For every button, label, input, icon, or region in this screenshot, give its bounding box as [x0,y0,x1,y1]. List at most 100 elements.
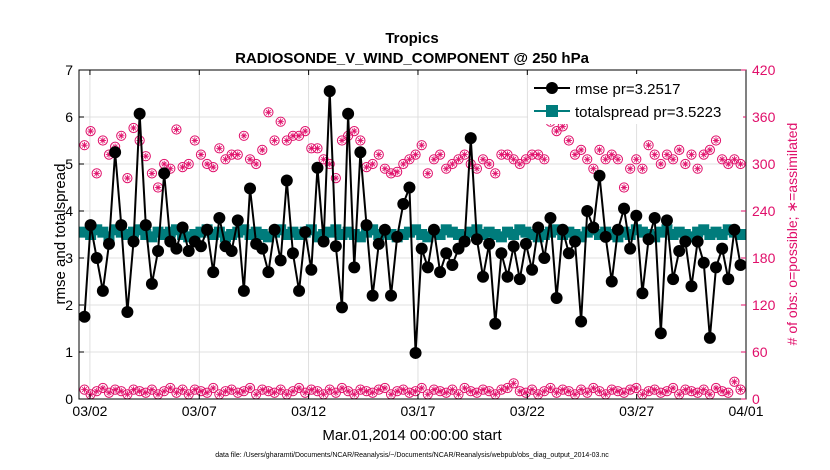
totalspread-point [348,229,360,240]
legend-spread-marker [546,105,558,117]
rmse-point [90,252,103,264]
totalspread-point [275,224,287,236]
totalspread-point [520,226,532,238]
obs-assimilated-point [588,382,599,394]
totalspread-point [514,224,526,236]
rmse-point [335,301,348,314]
rmse-point [501,270,514,283]
totalspread-point [293,229,305,240]
rmse-point [102,237,115,250]
obs-possible-point [183,158,194,170]
rmse-point [568,235,581,248]
rmse-point [201,223,214,236]
y-tick-label: 2 [65,297,73,313]
totalspread-point [446,226,458,238]
y-right-tick-label: 300 [752,156,776,172]
totalspread-point [189,229,201,240]
totalspread-point [410,224,422,236]
rmse-point [532,221,545,234]
rmse-point [268,223,281,236]
totalspread-point [121,229,133,240]
obs-assimilated-point [128,384,139,395]
x-tick-label: 04/01 [728,403,763,419]
totalspread-point [109,224,121,236]
rmse-point [317,235,330,248]
obs-assimilated-point [508,378,519,389]
obs-possible-point [539,154,550,165]
obs-possible-point [85,126,96,137]
obs-possible-point [618,182,630,193]
y-tick-label: 1 [65,344,73,360]
totalspread-point [434,229,446,240]
obs-possible-point [281,135,292,146]
obs-possible-point [729,154,740,165]
totalspread-point [78,226,90,238]
rmse-point [544,212,557,225]
rmse-point [495,247,508,260]
rmse-point [225,244,238,257]
totalspread-point [213,226,225,238]
rmse-point [127,235,140,248]
obs-possible-point [410,149,421,160]
totalspread-point [483,226,495,238]
rmse-point [556,223,569,236]
obs-assimilated-point [208,382,219,394]
totalspread-point [630,224,642,236]
rmse-point [464,132,477,145]
totalspread-point [97,226,109,238]
obs-assimilated-point [416,382,427,394]
rmse-point [605,275,618,288]
rmse-point [470,233,483,246]
rmse-point [409,346,422,359]
totalspread-point [183,231,195,243]
obs-possible-point [97,135,108,146]
rmse-point [256,242,269,255]
legend: rmse pr=3.2517 totalspread pr=3.5223 [528,74,743,124]
obs-possible-point [189,135,200,146]
rmse-point [158,167,171,180]
totalspread-point [502,226,514,238]
obs-assimilated-point [79,384,90,395]
obs-assimilated-point [275,384,286,395]
x-tick-label: 03/17 [400,403,435,419]
rmse-point [403,181,416,194]
totalspread-point [685,231,697,243]
obs-possible-point [373,149,384,160]
obs-possible-point [263,107,274,118]
totalspread-point [526,229,538,240]
rmse-point [348,261,361,274]
totalspread-point [692,226,704,238]
obs-assimilated-point [631,382,642,394]
y-right-tick-label: 420 [752,62,776,78]
obs-possible-point [79,140,90,151]
rmse-point [237,284,250,297]
rmse-point [648,212,661,225]
y-right-tick-label: 360 [752,109,776,125]
obs-possible-point [655,158,666,170]
y-right-tick-label: 0 [752,391,760,407]
obs-possible-point [195,149,207,160]
obs-possible-point [710,135,722,146]
totalspread-point [581,226,593,238]
totalspread-point [710,226,722,238]
y-right-tick-label: 240 [752,203,776,219]
rmse-point [550,291,563,304]
rmse-point [274,254,287,267]
chart-title: Tropics [385,30,438,47]
obs-possible-point [514,158,525,170]
totalspread-point [397,229,409,240]
obs-assimilated-point [244,382,256,394]
totalspread-point [170,224,182,236]
totalspread-point [262,231,274,243]
rmse-point [311,161,324,174]
footnote: data file: /Users/gharamti/Documents/NCA… [215,452,609,459]
legend-box [528,74,743,124]
chart-subtitle: RADIOSONDE_V_WIND_COMPONENT @ 250 hPa [235,50,590,67]
rmse-point [342,107,355,120]
rmse-point [716,242,729,255]
obs-possible-point [625,163,636,174]
rmse-point [280,174,293,187]
totalspread-point [152,226,164,238]
totalspread-point [544,226,556,238]
